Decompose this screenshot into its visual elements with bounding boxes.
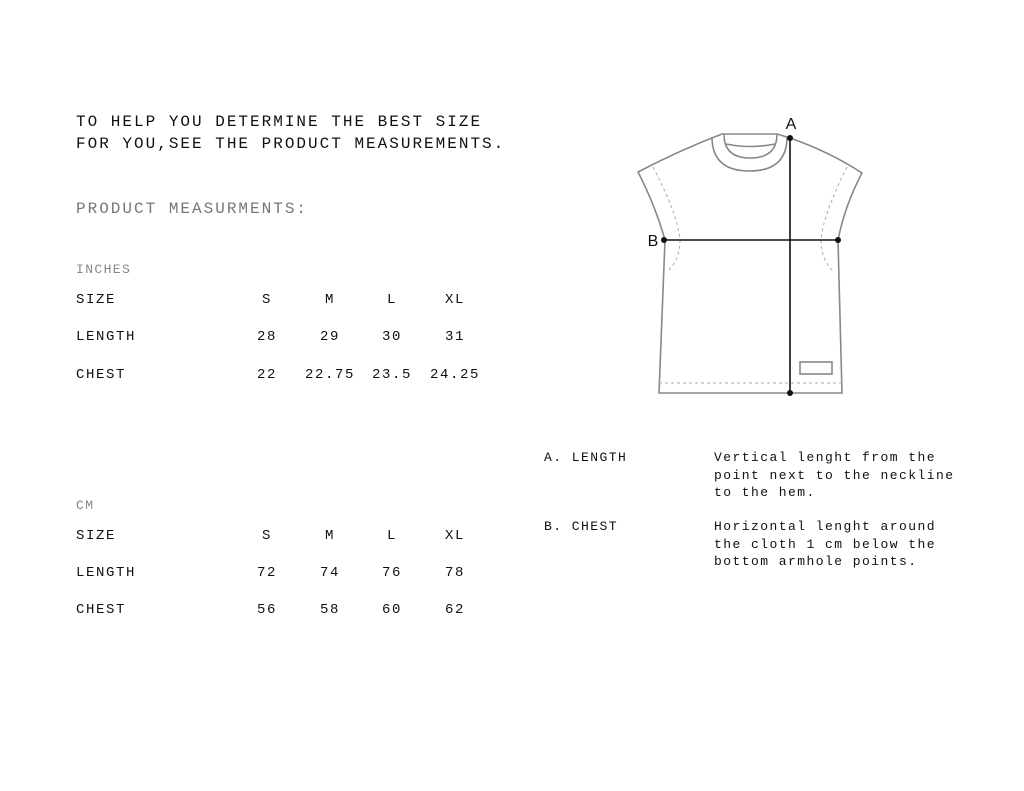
row-label: SIZE [76, 528, 117, 544]
point-b-left [661, 237, 667, 243]
cell: 29 [319, 329, 340, 345]
cell: 23.5 [371, 367, 412, 383]
legend-desc-line: bottom armhole points. [714, 554, 918, 569]
cell: L [386, 292, 397, 308]
label-patch [799, 361, 833, 375]
measure-lines [664, 138, 838, 393]
measure-points [661, 135, 841, 396]
cell: S [261, 528, 272, 544]
row-label: SIZE [76, 292, 117, 308]
point-a-label: A [786, 116, 797, 133]
legend-label: B. CHEST [544, 519, 619, 534]
cell: 30 [381, 329, 402, 345]
row-label: CHEST [76, 367, 127, 383]
cell: L [386, 528, 397, 544]
section-heading: PRODUCT MEASURMENTS: [76, 200, 309, 218]
cell: 24.25 [429, 367, 480, 383]
legend-desc-line: Vertical lenght from the [714, 450, 937, 465]
row-label: LENGTH [76, 565, 137, 581]
point-a-top [787, 135, 793, 141]
unit-label: INCHES [76, 262, 132, 277]
legend-desc-line: point next to the neckline [714, 467, 955, 483]
row-label: CHEST [76, 602, 127, 618]
point-a-bottom [787, 390, 793, 396]
cell: M [324, 292, 335, 308]
cell: 76 [381, 565, 402, 581]
cell: XL [444, 528, 465, 544]
intro-line-1: TO HELP YOU DETERMINE THE BEST SIZE [76, 113, 483, 131]
intro-line-2: FOR YOU,SEE THE PRODUCT MEASUREMENTS. [76, 135, 506, 153]
cell: 62 [444, 602, 465, 618]
legend-desc-line: the cloth 1 cm below the [714, 536, 937, 552]
cell: 31 [444, 329, 465, 345]
row-label: LENGTH [76, 329, 137, 345]
cell: M [324, 528, 335, 544]
stitch-lines [652, 166, 848, 384]
unit-label: CM [76, 498, 95, 513]
cell: S [261, 292, 272, 308]
cell: 74 [319, 565, 340, 581]
cell: 22.75 [304, 367, 355, 383]
legend-desc-line: Horizontal lenght around [714, 519, 937, 534]
cell: 56 [256, 602, 277, 618]
tshirt-outline [636, 133, 864, 394]
cell: 28 [256, 329, 277, 345]
cell: 78 [444, 565, 465, 581]
cell: XL [444, 292, 465, 308]
legend-label: A. LENGTH [544, 450, 628, 465]
cell: 58 [319, 602, 340, 618]
legend-desc-line: to the hem. [714, 485, 816, 500]
cell: 72 [256, 565, 277, 581]
cell: 22 [256, 367, 277, 383]
point-b-label: B [648, 233, 659, 250]
cell: 60 [381, 602, 402, 618]
point-b-right [835, 237, 841, 243]
